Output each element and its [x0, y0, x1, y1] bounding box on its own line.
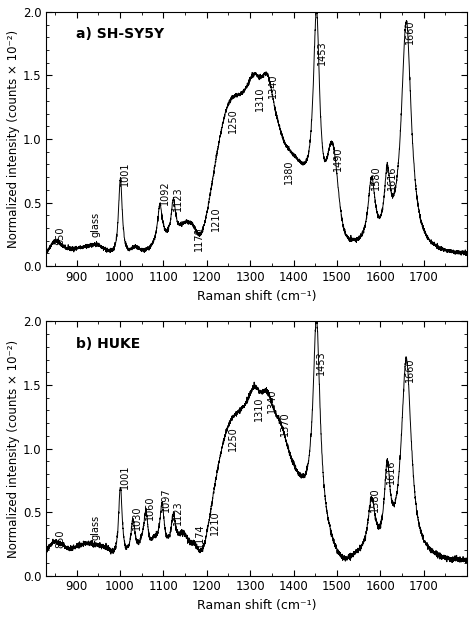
Text: 1097: 1097 [161, 488, 171, 512]
Text: 1340: 1340 [267, 74, 277, 98]
Text: 1616: 1616 [386, 460, 396, 484]
Text: 1210: 1210 [210, 510, 220, 535]
Y-axis label: Normalized intensity (counts × 10⁻²): Normalized intensity (counts × 10⁻²) [7, 30, 20, 248]
Text: 1250: 1250 [228, 108, 238, 132]
Text: 1310: 1310 [255, 87, 264, 111]
Text: glass: glass [91, 515, 100, 540]
Text: a) SH-SY5Y: a) SH-SY5Y [76, 27, 164, 41]
Text: 1580: 1580 [371, 165, 381, 190]
Text: 1660: 1660 [405, 19, 415, 44]
Text: 850: 850 [55, 529, 65, 548]
Text: 1174: 1174 [195, 523, 205, 548]
Y-axis label: Normalized intensity (counts × 10⁻²): Normalized intensity (counts × 10⁻²) [7, 339, 20, 558]
Text: 1660: 1660 [405, 358, 415, 383]
Text: 1123: 1123 [173, 500, 182, 525]
Text: 1250: 1250 [228, 426, 237, 451]
Text: 1210: 1210 [211, 206, 221, 230]
X-axis label: Raman shift (cm⁻¹): Raman shift (cm⁻¹) [197, 290, 316, 303]
Text: 1380: 1380 [284, 159, 294, 183]
Text: 1370: 1370 [280, 411, 290, 436]
Text: 1453: 1453 [316, 350, 326, 375]
Text: b) HUKE: b) HUKE [76, 337, 140, 351]
Text: glass: glass [91, 212, 100, 237]
Text: 1030: 1030 [132, 505, 142, 530]
Text: 1092: 1092 [160, 181, 170, 205]
Text: 1123: 1123 [173, 187, 183, 212]
Text: 1490: 1490 [333, 146, 343, 171]
Text: 1170: 1170 [194, 227, 204, 251]
Text: 1001: 1001 [120, 465, 130, 489]
X-axis label: Raman shift (cm⁻¹): Raman shift (cm⁻¹) [197, 599, 316, 612]
Text: 850: 850 [55, 226, 65, 245]
Text: 1616: 1616 [387, 165, 397, 190]
Text: 1580: 1580 [370, 488, 380, 512]
Text: 1310: 1310 [254, 396, 264, 420]
Text: 1060: 1060 [145, 495, 155, 520]
Text: 1340: 1340 [266, 389, 277, 413]
Text: 1453: 1453 [317, 41, 327, 66]
Text: 1001: 1001 [120, 162, 130, 186]
